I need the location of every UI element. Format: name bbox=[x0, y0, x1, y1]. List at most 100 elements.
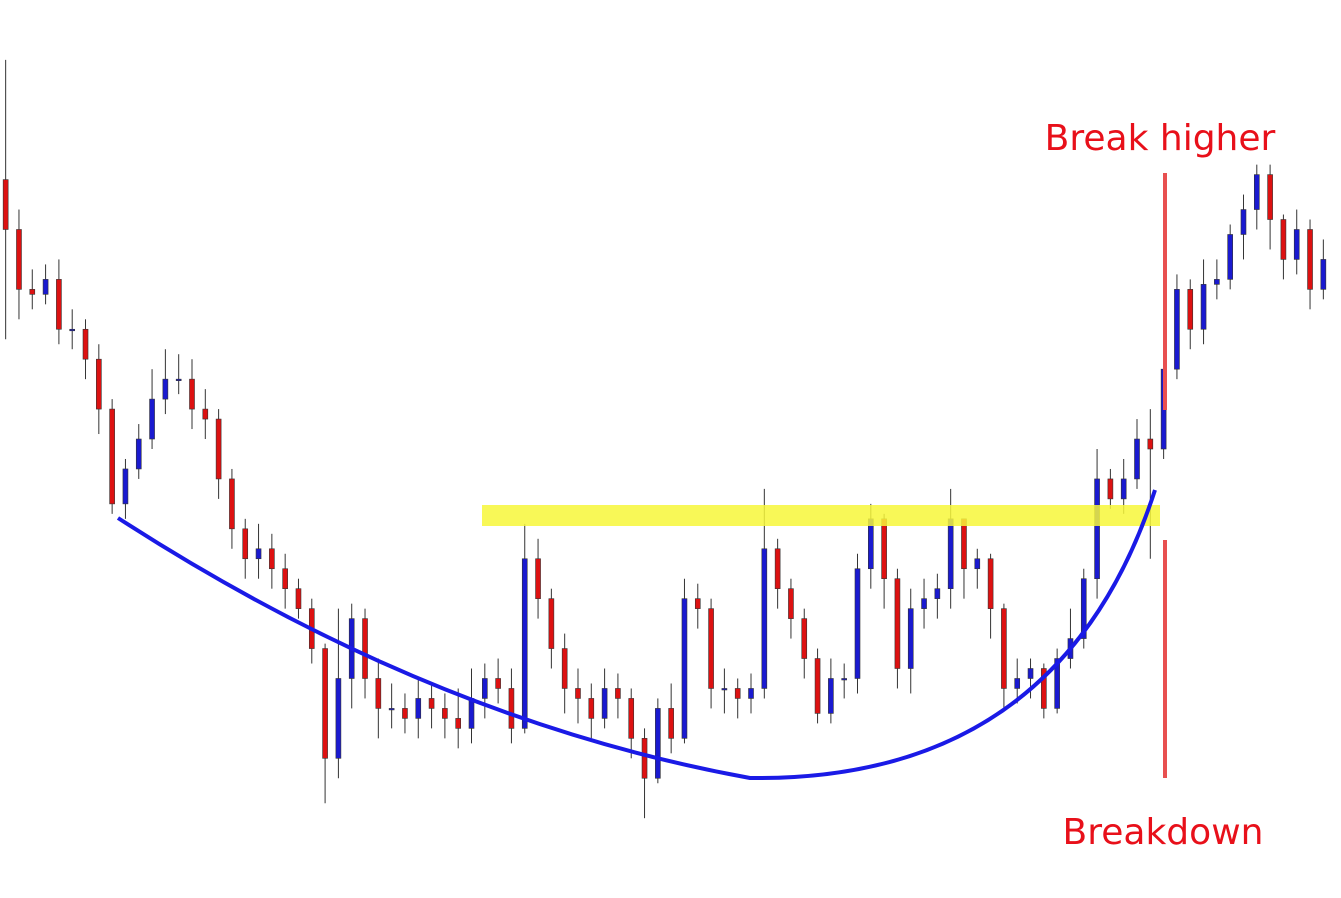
candle-body bbox=[96, 358, 102, 410]
annotation: Breakdown bbox=[1063, 812, 1264, 853]
candle-body bbox=[82, 328, 89, 360]
candle-body bbox=[828, 678, 834, 714]
candle-body bbox=[1267, 174, 1273, 220]
candle-body bbox=[881, 518, 887, 580]
candle-body bbox=[575, 688, 581, 699]
candle-body bbox=[1014, 678, 1021, 689]
candle-body bbox=[388, 708, 395, 711]
candle-body bbox=[734, 688, 741, 699]
candle-body bbox=[907, 608, 914, 669]
candle-body bbox=[521, 558, 528, 729]
candle-body bbox=[149, 398, 155, 440]
candle-body bbox=[721, 688, 728, 691]
candle-body bbox=[987, 558, 994, 609]
candle-body bbox=[694, 598, 701, 609]
cup-curve bbox=[116, 489, 1157, 781]
candle-body bbox=[1001, 608, 1007, 689]
candle-body bbox=[508, 688, 515, 729]
candle-body bbox=[335, 678, 342, 759]
candle-body bbox=[947, 518, 954, 589]
candle-body bbox=[588, 698, 595, 719]
candle-body bbox=[1080, 578, 1087, 639]
candle-body bbox=[814, 658, 821, 714]
candle-body bbox=[1094, 478, 1100, 580]
candle-body bbox=[442, 708, 448, 719]
candle-body bbox=[468, 698, 475, 729]
candle-body bbox=[1174, 289, 1180, 370]
candle-body bbox=[362, 618, 368, 679]
candle-body bbox=[1227, 234, 1233, 280]
candle-body bbox=[708, 608, 714, 689]
candle-body bbox=[269, 548, 275, 570]
candle-body bbox=[162, 378, 169, 400]
candle-body bbox=[788, 588, 794, 619]
candle-body bbox=[774, 548, 781, 589]
candle-body bbox=[495, 678, 501, 689]
candle-body bbox=[1200, 284, 1207, 330]
candle-body bbox=[322, 648, 328, 759]
candles bbox=[2, 59, 1327, 819]
candle-body bbox=[641, 738, 648, 779]
candle-body bbox=[748, 688, 754, 699]
candle-body bbox=[1320, 259, 1327, 290]
candle-body bbox=[189, 378, 195, 410]
candle-body bbox=[428, 698, 435, 709]
candle-body bbox=[135, 438, 142, 470]
candle-body bbox=[1214, 279, 1220, 285]
candle-body bbox=[961, 518, 967, 570]
candle-body bbox=[1293, 229, 1300, 260]
candle-body bbox=[801, 618, 808, 659]
candle-body bbox=[1147, 438, 1154, 450]
candle-body bbox=[455, 718, 461, 729]
candle-body bbox=[868, 518, 874, 570]
candle-body bbox=[921, 598, 927, 609]
candle-body bbox=[109, 408, 115, 505]
candle-body bbox=[415, 698, 422, 719]
candle-body bbox=[561, 648, 568, 689]
candle-body bbox=[1120, 478, 1127, 500]
candle-body bbox=[202, 408, 209, 420]
candle-body bbox=[215, 418, 222, 480]
candle-body bbox=[761, 548, 768, 689]
candle-body bbox=[482, 678, 488, 699]
candle-body bbox=[1107, 478, 1114, 500]
candle-body bbox=[1041, 668, 1047, 709]
resistance-band bbox=[482, 505, 1160, 526]
candle-body bbox=[894, 578, 901, 669]
annotation: Break higher bbox=[1045, 118, 1276, 159]
candle-body bbox=[29, 289, 36, 295]
candle-body bbox=[1027, 668, 1034, 679]
candle-body bbox=[1187, 289, 1194, 330]
candle-body bbox=[628, 698, 635, 739]
candle-body bbox=[242, 528, 249, 560]
candle-body bbox=[2, 179, 9, 230]
candle-body bbox=[375, 678, 382, 709]
candle-body bbox=[255, 548, 262, 560]
candle-body bbox=[1240, 209, 1247, 235]
candle-body bbox=[615, 688, 621, 699]
candle-body bbox=[934, 588, 941, 599]
candle-body bbox=[56, 279, 62, 330]
candle-body bbox=[69, 328, 76, 332]
candle-body bbox=[655, 708, 661, 779]
candle-body bbox=[229, 478, 235, 530]
candle-body bbox=[1134, 438, 1140, 480]
candle-body bbox=[122, 468, 129, 505]
candle-body bbox=[175, 378, 182, 381]
candle-body bbox=[295, 588, 302, 609]
candle-body bbox=[681, 598, 688, 739]
candle-body bbox=[1054, 658, 1060, 709]
candle-body bbox=[854, 568, 861, 679]
candle-body bbox=[841, 678, 847, 681]
candle-body bbox=[1280, 219, 1287, 260]
candle-body bbox=[1253, 174, 1260, 210]
candle-body bbox=[282, 568, 288, 589]
candle-body bbox=[974, 558, 981, 570]
candle-body bbox=[1307, 229, 1313, 290]
candle-body bbox=[42, 279, 49, 295]
candle-body bbox=[548, 598, 555, 649]
candle-body bbox=[16, 229, 22, 290]
candle-body bbox=[601, 688, 608, 719]
